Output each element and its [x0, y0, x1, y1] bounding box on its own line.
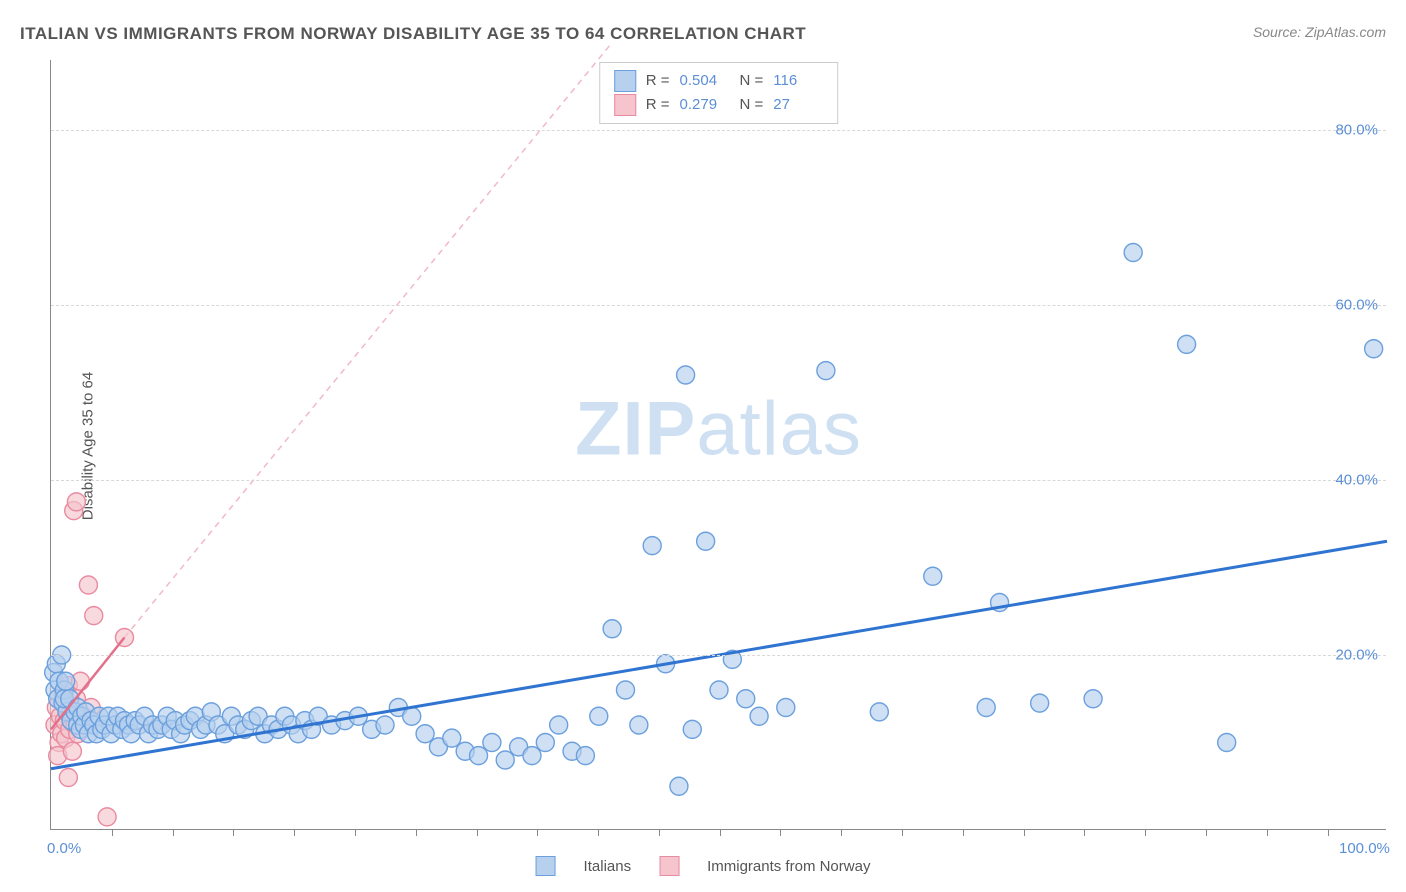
x-tick — [233, 829, 234, 836]
x-tick — [902, 829, 903, 836]
legend-bottom-swatch-0 — [536, 856, 556, 876]
x-tick — [720, 829, 721, 836]
legend-series: Italians Immigrants from Norway — [536, 856, 871, 876]
r-value-1: 0.279 — [680, 93, 730, 117]
y-tick-label: 20.0% — [1335, 647, 1378, 664]
x-tick — [1206, 829, 1207, 836]
r-value-0: 0.504 — [680, 69, 730, 93]
legend-bottom-label-1: Immigrants from Norway — [707, 858, 870, 875]
n-label: N = — [740, 69, 764, 93]
x-tick — [537, 829, 538, 836]
x-tick — [112, 829, 113, 836]
legend-bottom-swatch-1 — [659, 856, 679, 876]
x-tick — [355, 829, 356, 836]
r-label: R = — [646, 69, 670, 93]
x-tick-label: 100.0% — [1339, 840, 1390, 857]
x-tick — [1024, 829, 1025, 836]
chart-svg — [51, 60, 1386, 829]
legend-stats: R = 0.504 N = 116 R = 0.279 N = 27 — [599, 62, 839, 124]
x-tick — [294, 829, 295, 836]
y-tick-label: 80.0% — [1335, 122, 1378, 139]
y-tick-label: 60.0% — [1335, 297, 1378, 314]
legend-stats-row-0: R = 0.504 N = 116 — [614, 69, 824, 93]
gridline — [51, 130, 1386, 131]
legend-swatch-italians — [614, 70, 636, 92]
legend-stats-row-1: R = 0.279 N = 27 — [614, 93, 824, 117]
x-tick — [659, 829, 660, 836]
gridline — [51, 655, 1386, 656]
n-value-0: 116 — [773, 69, 823, 93]
plot-area: ZIPatlas R = 0.504 N = 116 R = 0.279 N =… — [50, 60, 1386, 830]
legend-swatch-norway — [614, 94, 636, 116]
chart-title: ITALIAN VS IMMIGRANTS FROM NORWAY DISABI… — [20, 24, 806, 44]
x-tick — [1328, 829, 1329, 836]
gridline — [51, 480, 1386, 481]
n-label: N = — [740, 93, 764, 117]
x-tick — [477, 829, 478, 836]
x-tick — [598, 829, 599, 836]
x-tick — [841, 829, 842, 836]
x-tick — [780, 829, 781, 836]
x-tick — [963, 829, 964, 836]
r-label: R = — [646, 93, 670, 117]
gridline — [51, 305, 1386, 306]
x-tick — [1084, 829, 1085, 836]
n-value-1: 27 — [773, 93, 823, 117]
x-tick — [416, 829, 417, 836]
legend-bottom-label-0: Italians — [584, 858, 632, 875]
x-tick — [1267, 829, 1268, 836]
x-tick-label: 0.0% — [47, 840, 81, 857]
y-tick-label: 40.0% — [1335, 472, 1378, 489]
x-tick — [173, 829, 174, 836]
x-tick — [1145, 829, 1146, 836]
source-attribution: Source: ZipAtlas.com — [1253, 24, 1386, 40]
